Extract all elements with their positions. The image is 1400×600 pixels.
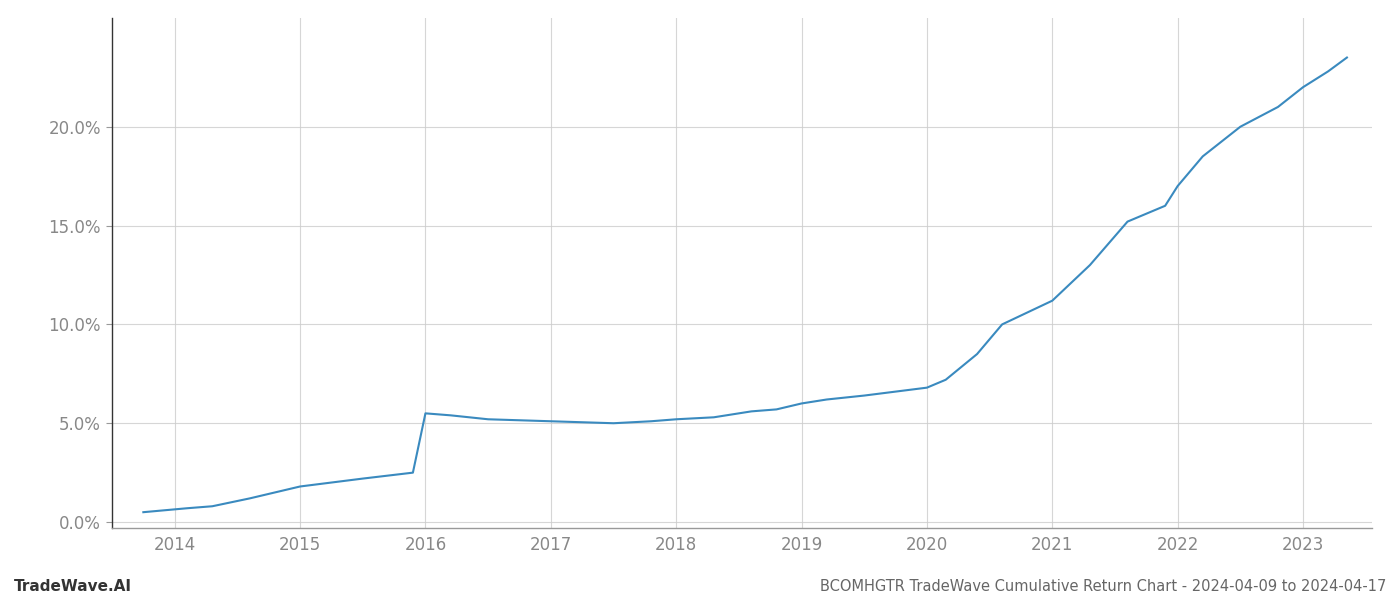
Text: TradeWave.AI: TradeWave.AI <box>14 579 132 594</box>
Text: BCOMHGTR TradeWave Cumulative Return Chart - 2024-04-09 to 2024-04-17: BCOMHGTR TradeWave Cumulative Return Cha… <box>819 579 1386 594</box>
